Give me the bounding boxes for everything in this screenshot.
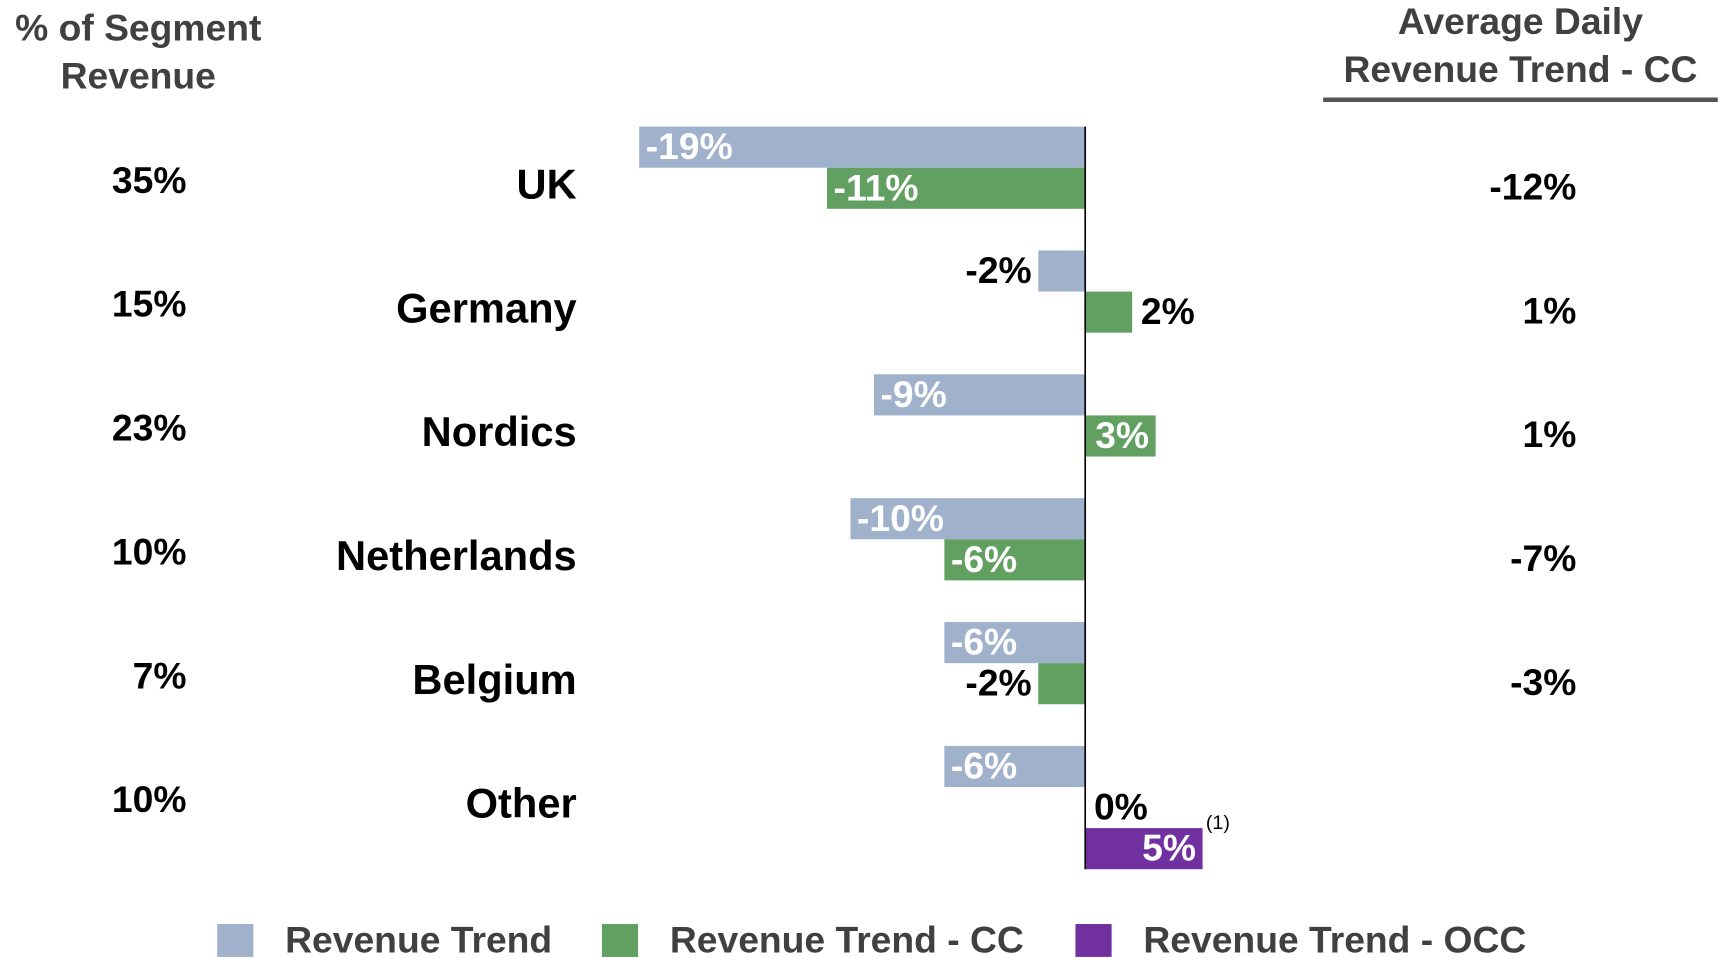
segment-header: % of Segment — [15, 7, 261, 49]
category-label: Nordics — [422, 408, 577, 455]
category-label: Other — [466, 780, 577, 827]
value-label: -6% — [951, 538, 1017, 580]
bar — [1038, 250, 1086, 292]
legend-label: Revenue Trend - OCC — [1143, 918, 1526, 958]
average-header: Revenue Trend - CC — [1343, 48, 1697, 90]
value-label: -11% — [834, 166, 919, 208]
average-daily: -12% — [1489, 165, 1576, 207]
bar — [639, 126, 1086, 168]
value-label: 0% — [1094, 786, 1148, 828]
segment-share: 15% — [112, 283, 187, 325]
value-label: -6% — [951, 621, 1017, 663]
bar — [1085, 415, 1156, 457]
bar — [873, 374, 1086, 416]
legend-swatch — [217, 924, 254, 957]
value-label: -2% — [965, 249, 1031, 291]
segment-share: 23% — [112, 407, 187, 449]
segment-share: 7% — [133, 654, 187, 696]
segment-share: 10% — [112, 530, 187, 572]
value-label: -10% — [857, 497, 944, 539]
category-label: Netherlands — [336, 532, 577, 579]
value-label: -9% — [881, 373, 947, 415]
value-label: 3% — [1095, 414, 1149, 456]
segment-share: 10% — [112, 778, 187, 820]
average-header: Average Daily — [1398, 0, 1643, 42]
legend-swatch — [1075, 924, 1112, 957]
bar — [944, 539, 1086, 581]
legend-swatch — [601, 924, 639, 957]
segment-header: Revenue — [61, 55, 216, 97]
average-daily: 1% — [1523, 289, 1577, 331]
footnote-marker: (1) — [1206, 812, 1230, 834]
average-daily: 1% — [1523, 413, 1577, 455]
average-daily: -7% — [1510, 537, 1576, 579]
bar — [826, 167, 1086, 209]
bar — [1038, 663, 1086, 705]
value-label: -2% — [965, 662, 1031, 704]
bar — [1085, 291, 1133, 333]
legend-label: Revenue Trend - CC — [670, 918, 1024, 958]
category-label: UK — [517, 160, 577, 207]
category-label: Germany — [396, 284, 577, 331]
bar — [944, 622, 1086, 664]
segment-share: 35% — [112, 159, 187, 201]
bar — [944, 745, 1086, 788]
average-daily: -3% — [1510, 661, 1576, 703]
value-label: -19% — [646, 125, 733, 167]
category-label: Belgium — [412, 656, 576, 703]
bar — [850, 498, 1086, 540]
value-label: 2% — [1141, 290, 1195, 332]
value-label: -6% — [951, 744, 1017, 786]
legend-label: Revenue Trend — [285, 918, 552, 958]
bar — [1085, 828, 1203, 870]
value-label: 5% — [1142, 827, 1196, 869]
